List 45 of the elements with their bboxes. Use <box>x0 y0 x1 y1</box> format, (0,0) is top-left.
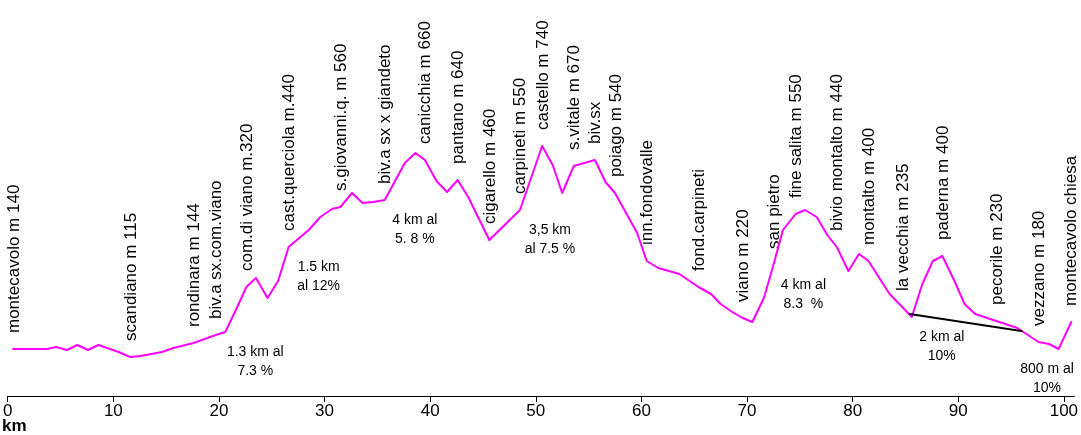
annotation: canicchia m 660 <box>415 21 435 144</box>
annotation: 4 km al 5. 8 % <box>392 210 438 246</box>
annotation: 3,5 km al 7.5 % <box>524 220 576 256</box>
x-tick-label: 10 <box>103 401 123 420</box>
annotation: biv.a sx x giandeto <box>375 44 395 184</box>
annotation: cast.querciola m.440 <box>279 74 299 231</box>
annotation: carpineti m 550 <box>510 77 530 194</box>
x-tick-label: 20 <box>209 401 229 420</box>
x-tick-label: 30 <box>315 401 335 420</box>
x-tick-label: 100 <box>1049 401 1079 420</box>
annotation: montalto m 400 <box>858 127 878 245</box>
annotation: inn.fondovalle <box>637 140 657 245</box>
x-tick-label: 50 <box>526 401 546 420</box>
annotation: s.vitale m 670 <box>564 45 584 150</box>
annotation: castello m 740 <box>532 20 552 130</box>
annotation: 2 km al 10% <box>919 327 965 363</box>
x-tick-label: 70 <box>737 401 757 420</box>
annotation: san pietro <box>763 174 783 249</box>
annotation: 4 km al 8.3 % <box>780 275 826 311</box>
annotation: 1.3 km al 7.3 % <box>226 342 284 378</box>
annotation: montecavolo m 140 <box>3 184 23 333</box>
annotation: biv.sx <box>585 101 605 144</box>
annotation: biv.a sx.com.viano <box>206 180 226 319</box>
annotation: pecorile m 230 <box>986 193 1006 305</box>
annotation: rondinara m 144 <box>184 203 204 327</box>
x-tick-label: 80 <box>843 401 863 420</box>
annotation: s.giovanni.q. m 560 <box>330 43 350 191</box>
annotation: cigarello m 460 <box>479 108 499 224</box>
x-tick-label: 40 <box>420 401 440 420</box>
annotation: poiago m 540 <box>605 73 625 177</box>
x-tick-label: 90 <box>948 401 968 420</box>
annotation: montecavolo chiesa <box>1060 155 1080 306</box>
annotation: fond.carpineti <box>688 168 708 271</box>
annotation: 1.5 km al 12% <box>297 257 341 293</box>
annotation: la vecchia m 235 <box>892 163 912 291</box>
annotation: bivio montalto m 440 <box>827 74 847 231</box>
annotation: vezzano m 180 <box>1029 210 1049 326</box>
x-tick-label: 60 <box>631 401 651 420</box>
annotation: scandiano m 115 <box>120 212 140 341</box>
annotation: 800 m al 10% <box>1020 359 1074 395</box>
annotation: viano m 220 <box>733 209 753 302</box>
annotation: fine salita m 550 <box>786 74 806 198</box>
annotation: com.di viano m.320 <box>236 123 256 271</box>
annotation: pantano m 640 <box>448 50 468 164</box>
annotation: paderna m 400 <box>932 125 952 240</box>
